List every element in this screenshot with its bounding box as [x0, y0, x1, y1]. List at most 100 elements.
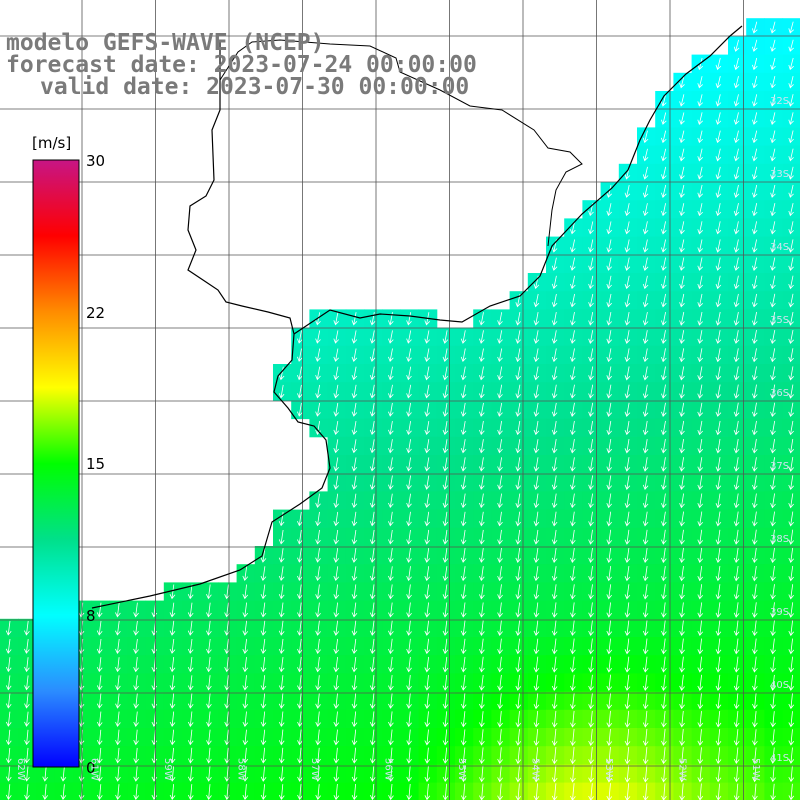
wind-arrow: [679, 148, 685, 162]
wind-arrow: [551, 348, 558, 363]
wind-arrow: [297, 511, 303, 527]
wind-arrow: [406, 711, 412, 728]
wind-arrow: [187, 711, 194, 728]
wind-arrow: [752, 511, 758, 527]
wind-arrow: [442, 674, 449, 691]
wind-arrow: [278, 638, 285, 655]
wind-arrow: [424, 475, 431, 490]
wind-arrow: [42, 784, 49, 800]
wind-arrow: [351, 711, 358, 728]
wind-arrow: [260, 765, 267, 782]
wind-arrow: [661, 511, 667, 527]
wind-arrow: [297, 620, 303, 636]
wind-arrow: [715, 711, 722, 728]
wind-arrow: [551, 293, 558, 308]
wind-arrow: [515, 765, 522, 783]
wind-arrow: [588, 475, 594, 490]
country-border: [219, 39, 583, 247]
wind-arrow: [642, 765, 649, 783]
wind-arrow: [733, 529, 740, 545]
wind-arrow: [315, 366, 321, 381]
wind-arrow: [606, 566, 613, 582]
wind-arrow: [570, 439, 576, 454]
wind-arrow: [406, 602, 412, 618]
wind-arrow: [388, 711, 394, 728]
wind-arrow: [679, 275, 685, 290]
wind-arrow: [770, 638, 776, 655]
wind-arrow: [715, 475, 722, 491]
wind-arrow: [533, 620, 540, 636]
wind-arrow: [642, 330, 649, 344]
wind-arrow: [679, 475, 685, 490]
wind-arrow: [115, 620, 121, 636]
wind-arrow: [260, 620, 267, 636]
wind-arrow: [96, 711, 103, 727]
wind-arrow: [369, 548, 376, 563]
longitude-label: 53W: [603, 758, 614, 781]
wind-arrow: [624, 293, 631, 308]
wind-arrow: [369, 783, 376, 800]
latitude-label: 39S: [770, 607, 789, 618]
wind-arrow: [497, 493, 503, 509]
wind-arrow: [733, 239, 740, 253]
wind-arrow: [242, 620, 249, 636]
wind-arrow: [770, 493, 776, 509]
wind-arrow: [351, 620, 358, 636]
wind-arrow: [679, 384, 685, 399]
wind-arrow: [515, 711, 522, 728]
wind-arrow: [661, 420, 667, 436]
wind-arrow: [206, 711, 212, 728]
wind-arrow: [570, 747, 576, 765]
wind-arrow: [333, 783, 340, 800]
wind-arrow: [551, 330, 558, 344]
wind-arrow: [533, 366, 540, 381]
wind-arrow: [515, 547, 522, 563]
wind-arrow: [169, 747, 176, 764]
wind-arrow: [733, 275, 740, 290]
wind-arrow: [242, 765, 249, 782]
wind-arrow: [297, 529, 303, 545]
wind-arrow: [133, 620, 139, 636]
wind-arrow: [479, 475, 485, 490]
wind-arrow: [388, 765, 394, 782]
wind-arrow: [497, 547, 503, 563]
wind-arrow: [497, 566, 503, 582]
wind-arrow: [788, 420, 794, 436]
wind-arrow: [497, 457, 503, 472]
wind-arrow: [460, 548, 467, 563]
wind-arrow: [460, 729, 467, 746]
wind-arrow: [606, 330, 612, 344]
wind-arrow: [697, 475, 704, 491]
wind-arrow: [770, 692, 776, 710]
wind-arrow: [333, 511, 340, 527]
wind-arrow: [479, 402, 485, 417]
wind-arrow: [606, 439, 612, 454]
wind-arrow: [788, 620, 795, 637]
wind-arrow: [788, 747, 795, 764]
wind-arrow: [697, 511, 704, 527]
wind-arrow: [788, 221, 794, 235]
wind-arrow: [169, 638, 176, 654]
wind-arrow: [442, 348, 449, 363]
wind-arrow: [588, 584, 594, 600]
wind-arrow: [442, 421, 449, 436]
latitude-label: 37S: [770, 461, 789, 472]
wind-arrow: [351, 439, 358, 454]
wind-arrow: [24, 657, 30, 673]
wind-arrow: [751, 348, 758, 363]
wind-arrow: [497, 620, 503, 636]
wind-arrow: [715, 638, 722, 655]
wind-arrow: [315, 638, 321, 655]
wind-arrow: [570, 728, 576, 746]
longitude-label: 51W: [750, 758, 761, 781]
wind-arrow: [187, 584, 194, 600]
wind-arrow: [788, 384, 794, 399]
wind-arrow: [788, 692, 795, 710]
colorbar: [m/s] 30 22 15 8 0: [32, 134, 105, 777]
wind-arrow: [187, 657, 194, 673]
wind-arrow: [479, 457, 485, 472]
wind-arrow: [278, 747, 285, 764]
wind-arrow: [533, 493, 540, 509]
wind-arrow: [570, 293, 576, 308]
wind-arrow: [424, 711, 431, 728]
